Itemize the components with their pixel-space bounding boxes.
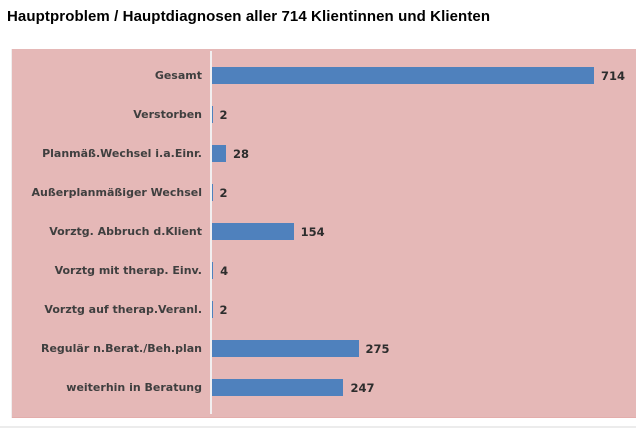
y-axis-line xyxy=(210,51,212,414)
category-label: Planmäß.Wechsel i.a.Einr. xyxy=(42,147,202,160)
value-label: 2 xyxy=(219,107,228,122)
category-label: Verstorben xyxy=(133,108,202,121)
plot-area: Gesamt 714 Verstorben 2 Planmäß.Wechsel i.a.… xyxy=(12,49,636,418)
category-label: Vorztg mit therap. Einv. xyxy=(54,264,202,277)
chart-title: Hauptproblem / Hauptdiagnosen aller 714 … xyxy=(7,8,491,25)
value-label: 28 xyxy=(233,146,250,161)
bar xyxy=(211,262,214,279)
bar-row: Verstorben 2 xyxy=(12,95,636,134)
value-label: 275 xyxy=(365,341,390,356)
bar-row: Vorztg mit therap. Einv. 4 xyxy=(12,251,636,290)
bar xyxy=(211,223,294,240)
category-label: Vorztg. Abbruch d.Klient xyxy=(49,225,202,238)
category-label: weiterhin in Beratung xyxy=(66,381,202,394)
category-label: Gesamt xyxy=(154,69,202,82)
value-label: 4 xyxy=(220,263,229,278)
bar xyxy=(211,145,227,162)
bar-row: Vorztg auf therap.Veranl. 2 xyxy=(12,290,636,329)
category-label: Regulär n.Berat./Beh.plan xyxy=(41,342,202,355)
bar-row: Außerplanmäßiger Wechsel 2 xyxy=(12,173,636,212)
bar-row: Gesamt 714 xyxy=(12,56,636,95)
bar-row: weiterhin in Beratung 247 xyxy=(12,368,636,407)
category-label: Außerplanmäßiger Wechsel xyxy=(31,186,202,199)
chart-bottom-border xyxy=(0,426,636,428)
category-label: Vorztg auf therap.Veranl. xyxy=(44,303,202,316)
bar xyxy=(211,67,594,84)
bar-row: Regulär n.Berat./Beh.plan 275 xyxy=(12,329,636,368)
value-label: 2 xyxy=(219,185,228,200)
value-label: 154 xyxy=(300,224,325,239)
bar-row: Vorztg. Abbruch d.Klient 154 xyxy=(12,212,636,251)
bar-row: Planmäß.Wechsel i.a.Einr. 28 xyxy=(12,134,636,173)
bar-rows: Gesamt 714 Verstorben 2 Planmäß.Wechsel i.a.… xyxy=(12,49,636,418)
value-label: 247 xyxy=(350,380,375,395)
bar xyxy=(211,340,359,357)
bar xyxy=(211,379,344,396)
value-label: 714 xyxy=(601,68,626,83)
value-label: 2 xyxy=(219,302,228,317)
